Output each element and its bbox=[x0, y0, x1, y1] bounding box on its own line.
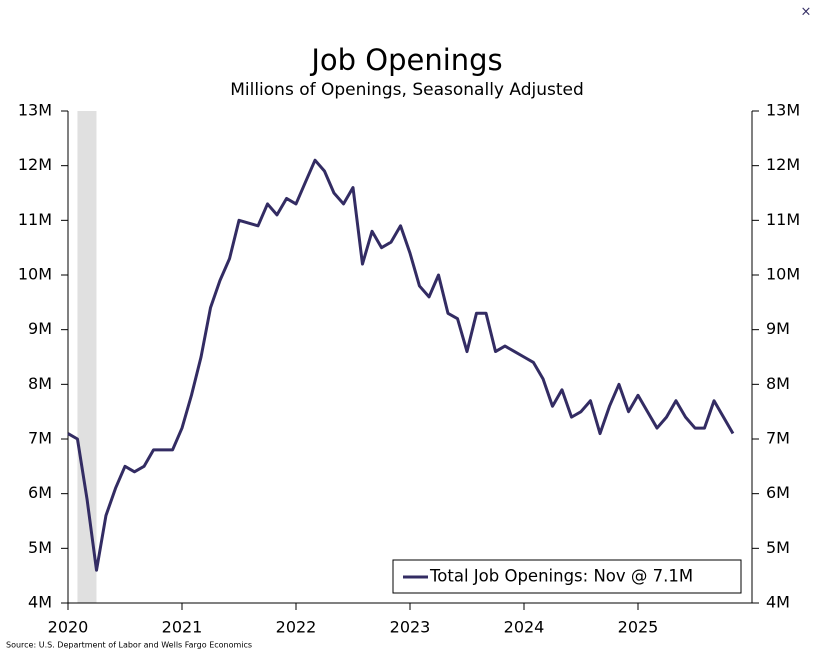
y2-tick-label: 6M bbox=[766, 483, 790, 502]
y2-tick-label: 5M bbox=[766, 538, 790, 557]
x-tick-label: 2021 bbox=[162, 618, 203, 637]
y-tick-label: 12M bbox=[18, 155, 52, 174]
x-tick-label: 2023 bbox=[390, 618, 431, 637]
y-tick-label: 4M bbox=[28, 593, 52, 612]
series-line bbox=[67, 158, 735, 572]
y-tick-label: 7M bbox=[28, 429, 52, 448]
y2-tick-label: 7M bbox=[766, 429, 790, 448]
y-tick-label: 8M bbox=[28, 374, 52, 393]
legend: Total Job Openings: Nov @ 7.1M bbox=[392, 559, 742, 594]
y-tick-label: 10M bbox=[18, 265, 52, 284]
x-tick-label: 2024 bbox=[504, 618, 545, 637]
y-tick-label: 11M bbox=[18, 210, 52, 229]
chart-subtitle: Millions of Openings, Seasonally Adjuste… bbox=[230, 80, 584, 100]
y-tick-label: 5M bbox=[28, 538, 52, 557]
y2-tick-label: 4M bbox=[766, 593, 790, 612]
x-tick-label: 2020 bbox=[48, 618, 89, 637]
x-tick-label: 2025 bbox=[618, 618, 659, 637]
y-tick-label: 6M bbox=[28, 483, 52, 502]
x-tick-label: 2022 bbox=[276, 618, 317, 637]
close-button[interactable]: × bbox=[801, 5, 812, 20]
legend-label: Total Job Openings: Nov @ 7.1M bbox=[429, 567, 693, 586]
y2-tick-label: 11M bbox=[766, 210, 800, 229]
y-tick-label: 9M bbox=[28, 319, 52, 338]
y2-tick-label: 9M bbox=[766, 319, 790, 338]
recession-shade bbox=[77, 111, 97, 603]
legend-box bbox=[392, 559, 742, 594]
y-tick-label: 13M bbox=[18, 101, 52, 120]
y2-tick-label: 10M bbox=[766, 265, 800, 284]
y2-tick-label: 13M bbox=[766, 101, 800, 120]
y2-tick-label: 12M bbox=[766, 155, 800, 174]
y2-tick-label: 8M bbox=[766, 374, 790, 393]
chart-title: Job Openings bbox=[309, 43, 502, 77]
source-note: Source: U.S. Department of Labor and Wel… bbox=[6, 641, 252, 650]
